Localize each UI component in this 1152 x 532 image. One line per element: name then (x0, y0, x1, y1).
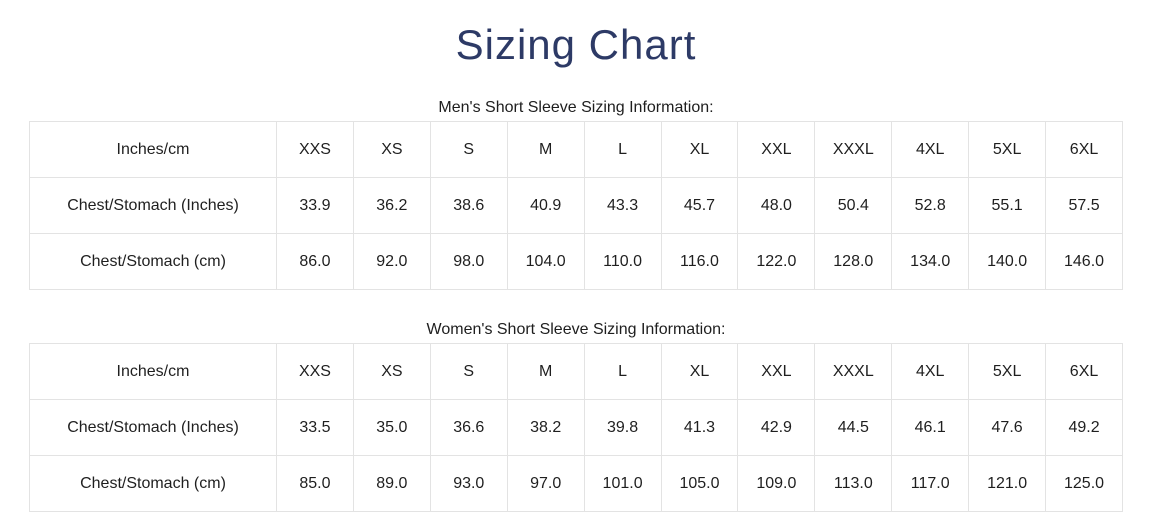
row-label: Chest/Stomach (Inches) (29, 399, 277, 456)
size-column-header: XL (660, 121, 739, 178)
measurement-cell: 41.3 (660, 399, 739, 456)
size-column-header: XXL (737, 121, 816, 178)
size-column-header: XXXL (814, 343, 893, 400)
measurement-cell: 101.0 (583, 455, 662, 512)
measurement-cell: 47.6 (968, 399, 1047, 456)
size-column-header: L (583, 343, 662, 400)
measurement-cell: 109.0 (737, 455, 816, 512)
row-label: Chest/Stomach (Inches) (29, 177, 277, 234)
measurement-cell: 36.2 (352, 177, 431, 234)
size-column-header: XL (660, 343, 739, 400)
measurement-cell: 86.0 (276, 233, 354, 290)
mens-table-heading: Men's Short Sleeve Sizing Information: (438, 99, 714, 116)
measurement-cell: 57.5 (1045, 177, 1123, 234)
page: Sizing Chart Men's Short Sleeve Sizing I… (0, 20, 1152, 532)
measurement-cell: 125.0 (1045, 455, 1123, 512)
measurement-cell: 39.8 (583, 399, 662, 456)
size-column-header: M (506, 121, 585, 178)
measurement-cell: 128.0 (814, 233, 893, 290)
measurement-cell: 45.7 (660, 177, 739, 234)
measurement-cell: 44.5 (814, 399, 893, 456)
measurement-cell: 92.0 (352, 233, 431, 290)
measurement-cell: 49.2 (1045, 399, 1123, 456)
measurement-cell: 105.0 (660, 455, 739, 512)
table-row: Chest/Stomach (Inches) 33.9 36.2 38.6 40.9 43… (29, 177, 1123, 234)
size-column-header: 5XL (968, 121, 1047, 178)
measurement-cell: 35.0 (352, 399, 431, 456)
header-row: Inches/cm XXS XS S M L XL XXL XXXL 4XL 5XL 6XL (29, 121, 1123, 178)
measurement-cell: 89.0 (352, 455, 431, 512)
table-row: Chest/Stomach (cm) 85.0 89.0 93.0 97.0 101.0 1… (29, 455, 1123, 512)
measurement-cell: 134.0 (891, 233, 970, 290)
size-column-header: XS (352, 121, 431, 178)
size-column-header: M (506, 343, 585, 400)
measurement-cell: 43.3 (583, 177, 662, 234)
measurement-cell: 104.0 (506, 233, 585, 290)
measurement-cell: 48.0 (737, 177, 816, 234)
measurement-cell: 33.9 (276, 177, 354, 234)
size-column-header: XXS (276, 343, 354, 400)
measurement-cell: 50.4 (814, 177, 893, 234)
size-column-header: XXXL (814, 121, 893, 178)
mens-sizing-table: Inches/cm XXS XS S M L XL XXL XXXL 4XL 5XL 6XL Chest… (29, 121, 1123, 290)
size-column-header: 4XL (891, 343, 970, 400)
size-column-header: S (429, 343, 508, 400)
size-column-header: L (583, 121, 662, 178)
table-row: Chest/Stomach (cm) 86.0 92.0 98.0 104.0 110.0… (29, 233, 1123, 290)
header-row: Inches/cm XXS XS S M L XL XXL XXXL 4XL 5XL 6XL (29, 343, 1123, 400)
size-column-header: S (429, 121, 508, 178)
table-row: Chest/Stomach (Inches) 33.5 35.0 36.6 38.2 39… (29, 399, 1123, 456)
measurement-cell: 146.0 (1045, 233, 1123, 290)
measurement-cell: 110.0 (583, 233, 662, 290)
size-column-header: XXS (276, 121, 354, 178)
unit-column-header: Inches/cm (29, 343, 277, 400)
measurement-cell: 46.1 (891, 399, 970, 456)
measurement-cell: 97.0 (506, 455, 585, 512)
measurement-cell: 55.1 (968, 177, 1047, 234)
size-column-header: 6XL (1045, 121, 1123, 178)
womens-table-heading: Women's Short Sleeve Sizing Information: (426, 321, 726, 338)
page-title: Sizing Chart (455, 21, 697, 68)
measurement-cell: 93.0 (429, 455, 508, 512)
mens-sizing-section: Men's Short Sleeve Sizing Information: I… (0, 98, 1152, 290)
measurement-cell: 85.0 (276, 455, 354, 512)
measurement-cell: 116.0 (660, 233, 739, 290)
size-column-header: XXL (737, 343, 816, 400)
measurement-cell: 140.0 (968, 233, 1047, 290)
size-column-header: 6XL (1045, 343, 1123, 400)
womens-sizing-section: Women's Short Sleeve Sizing Information:… (0, 320, 1152, 512)
measurement-cell: 42.9 (737, 399, 816, 456)
measurement-cell: 36.6 (429, 399, 508, 456)
measurement-cell: 98.0 (429, 233, 508, 290)
measurement-cell: 117.0 (891, 455, 970, 512)
measurement-cell: 122.0 (737, 233, 816, 290)
measurement-cell: 40.9 (506, 177, 585, 234)
row-label: Chest/Stomach (cm) (29, 455, 277, 512)
size-column-header: 4XL (891, 121, 970, 178)
unit-column-header: Inches/cm (29, 121, 277, 178)
size-column-header: XS (352, 343, 431, 400)
row-label: Chest/Stomach (cm) (29, 233, 277, 290)
measurement-cell: 33.5 (276, 399, 354, 456)
womens-sizing-table: Inches/cm XXS XS S M L XL XXL XXXL 4XL 5XL 6XL Chest… (29, 343, 1123, 512)
measurement-cell: 52.8 (891, 177, 970, 234)
measurement-cell: 38.2 (506, 399, 585, 456)
measurement-cell: 113.0 (814, 455, 893, 512)
measurement-cell: 38.6 (429, 177, 508, 234)
measurement-cell: 121.0 (968, 455, 1047, 512)
size-column-header: 5XL (968, 343, 1047, 400)
